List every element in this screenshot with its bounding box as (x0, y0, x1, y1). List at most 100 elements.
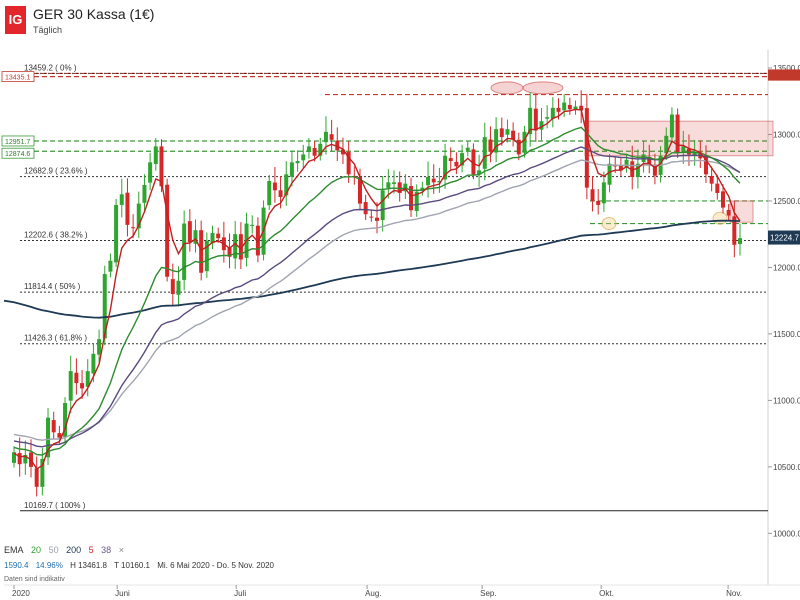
candle-body (97, 339, 102, 355)
candle-body (369, 216, 374, 218)
candle-body (40, 458, 45, 487)
candle-body (204, 240, 209, 272)
candle-body (114, 204, 119, 263)
candle-body (482, 137, 487, 169)
candle-body (692, 153, 697, 156)
candle-body (567, 104, 572, 110)
ema-38-line (13, 146, 741, 448)
candle-body (85, 371, 90, 387)
x-tick-label: Juni (115, 589, 130, 598)
candle-body (329, 134, 334, 140)
candle-body (91, 353, 96, 374)
candle-body (647, 156, 652, 164)
candle-body (216, 233, 221, 239)
y-tick-label: 11000.0 (773, 396, 800, 405)
candle-body (669, 114, 674, 138)
range-dates: Mi. 6 Mai 2020 - Do. 5 Nov. 2020 (157, 561, 274, 570)
candle-body (323, 131, 328, 143)
candle-body (454, 161, 459, 167)
candle-body (318, 143, 323, 156)
x-tick-label: Okt. (599, 589, 614, 598)
candle-body (170, 279, 175, 295)
candle-body (607, 163, 612, 185)
price-tag-box (1, 147, 35, 159)
candle-body (420, 187, 425, 191)
candle-body (153, 146, 158, 164)
candle-body (238, 234, 243, 260)
candle-body (108, 260, 113, 272)
candle-body (715, 183, 720, 193)
ema-50-line (13, 159, 741, 441)
candle-body (159, 146, 164, 187)
price-tag-label: 13435.1 (5, 75, 30, 82)
ig-logo: IG (5, 6, 26, 34)
candle-body (51, 420, 56, 433)
candle-body (516, 139, 521, 155)
candle-body (233, 234, 238, 259)
candle-body (596, 200, 601, 205)
y-tick-label: 10500.0 (773, 463, 800, 472)
candle-body (437, 180, 442, 183)
candle-body (681, 146, 686, 152)
close-icon[interactable]: × (118, 545, 124, 555)
y-tick-label: 12500.0 (773, 197, 800, 206)
current-price-tag (768, 230, 800, 245)
candle-body (726, 209, 731, 216)
candle-body (471, 149, 476, 175)
candle-body (664, 135, 669, 154)
indicator-legend[interactable]: EMA 20 50 200 5 38 × (4, 545, 129, 555)
price-tag-label: 12951.7 (5, 139, 30, 146)
ema-period-50[interactable]: 50 (48, 545, 59, 555)
ema-period-38[interactable]: 38 (101, 545, 112, 555)
candle-body (738, 238, 742, 245)
x-tick-label: Sep. (480, 589, 496, 598)
candle-body (267, 180, 272, 206)
candle-body (23, 454, 28, 464)
range-high: H 13461.8 (70, 561, 107, 570)
candle-body (709, 175, 714, 184)
candle-body (601, 182, 606, 204)
candle-body (448, 158, 453, 162)
candle-body (505, 129, 510, 135)
candle-body (119, 194, 124, 205)
candle-body (335, 140, 340, 151)
candle-body (397, 182, 402, 193)
x-tick-label: Nov. (726, 589, 742, 598)
candle-body (409, 186, 414, 211)
ema-period-20[interactable]: 20 (31, 545, 42, 555)
candle-body (46, 417, 51, 458)
ema-period-5[interactable]: 5 (88, 545, 94, 555)
price-tag-box (1, 71, 35, 83)
range-stats: 1590.4 14.96% H 13461.8 T 10160.1 Mi. 6 … (4, 561, 279, 570)
candle-body (272, 182, 277, 191)
candle-body (312, 148, 317, 156)
timeframe-label: Täglich (33, 25, 63, 35)
candle-body (556, 107, 561, 112)
candle-body (511, 130, 516, 140)
candle-body (573, 106, 578, 110)
candle-body (346, 152, 351, 175)
candle-body (431, 178, 436, 183)
candle-body (579, 105, 584, 111)
candle-body (720, 191, 725, 208)
candle-body (284, 174, 289, 196)
candle-body (375, 217, 379, 221)
candle-body (227, 247, 232, 257)
fib-level-label: 12682.9 ( 23.6% ) (24, 167, 88, 176)
data-disclaimer: Daten sind indikativ (4, 576, 65, 583)
candle-body (545, 117, 550, 119)
ema-period-200[interactable]: 200 (66, 545, 82, 555)
candle-body (165, 184, 170, 277)
price-tag-label: 12874.6 (5, 151, 30, 158)
x-tick-label: Aug. (365, 589, 381, 598)
candle-body (17, 453, 22, 465)
fib-level-label: 11814.4 ( 50% ) (24, 282, 81, 291)
ema-20-line (13, 126, 741, 456)
candle-body (102, 274, 107, 339)
fib-level-label: 13459.2 ( 0% ) (24, 63, 77, 72)
candle-body (703, 156, 708, 175)
candle-body (289, 162, 294, 177)
candle-body (363, 202, 368, 215)
current-price-label: 12224.7 (770, 234, 799, 243)
